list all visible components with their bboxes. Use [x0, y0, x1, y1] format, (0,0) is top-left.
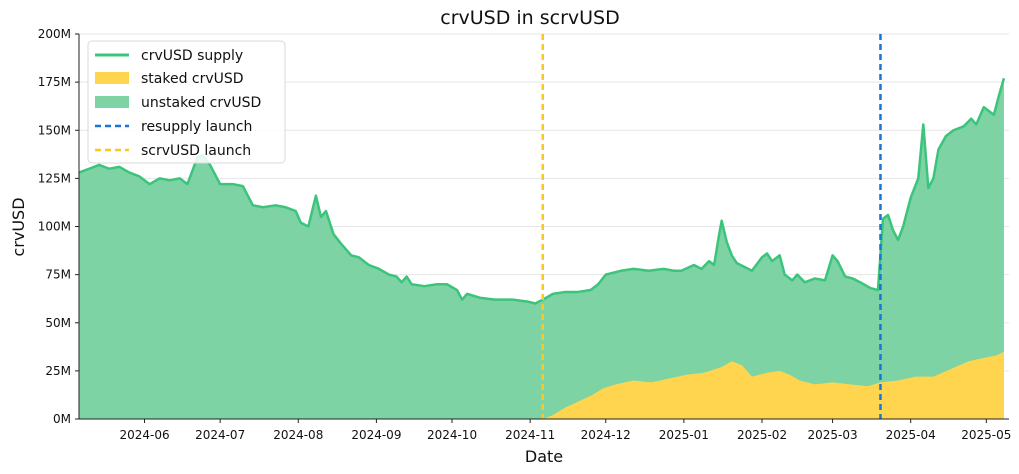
x-tick-label: 2024-10 [427, 428, 477, 442]
plot-area [78, 34, 1006, 420]
legend-label: unstaked crvUSD [141, 95, 261, 111]
legend: crvUSD supply staked crvUSD unstaked crv… [87, 40, 286, 164]
legend-label: scrvUSD launch [141, 143, 251, 159]
x-axis-label: Date [525, 447, 563, 466]
x-tick-label: 2025-02 [737, 428, 787, 442]
y-tick-label: 150M [38, 123, 71, 137]
chart-title: crvUSD in scrvUSD [440, 7, 620, 29]
ticks: 0M 25M 50M 75M 100M 125M 150M 175M 200M 2024-06 20… [38, 27, 1012, 442]
y-tick-label: 100M [38, 220, 71, 234]
supply-line [78, 77, 1006, 305]
x-tick-label: 2024-08 [273, 428, 323, 442]
y-tick-label: 50M [45, 316, 71, 330]
x-tick-label: 2024-09 [351, 428, 401, 442]
x-tick-label: 2024-06 [119, 428, 169, 442]
legend-item-staked: staked crvUSD [95, 71, 244, 87]
legend-item-scrvusd: scrvUSD launch [95, 143, 251, 159]
x-tick-label: 2025-04 [886, 428, 936, 442]
y-tick-label: 200M [38, 27, 71, 41]
legend-patch-icon [95, 72, 129, 84]
staked-area [542, 351, 1004, 419]
legend-label: crvUSD supply [141, 48, 243, 64]
x-tick-label: 2025-03 [808, 428, 858, 442]
legend-item-unstaked: unstaked crvUSD [95, 95, 261, 111]
legend-box [87, 40, 286, 164]
y-tick-label: 125M [38, 171, 71, 185]
legend-item-resupply: resupply launch [95, 119, 252, 135]
x-tick-label: 2024-12 [581, 428, 631, 442]
legend-item-supply: crvUSD supply [95, 48, 243, 64]
y-tick-label: 0M [53, 412, 71, 426]
unstaked-area [79, 78, 1004, 420]
y-tick-label: 75M [45, 268, 71, 282]
y-tick-label: 25M [45, 364, 71, 378]
legend-patch-icon [95, 96, 129, 108]
y-tick-label: 175M [38, 75, 71, 89]
x-tick-label: 2024-07 [195, 428, 245, 442]
x-tick-label: 2025-01 [659, 428, 709, 442]
legend-label: staked crvUSD [141, 71, 244, 87]
x-tick-label: 2025-05 [961, 428, 1011, 442]
x-tick-label: 2024-11 [505, 428, 555, 442]
legend-label: resupply launch [141, 119, 252, 135]
y-axis-label: crvUSD [9, 197, 28, 256]
